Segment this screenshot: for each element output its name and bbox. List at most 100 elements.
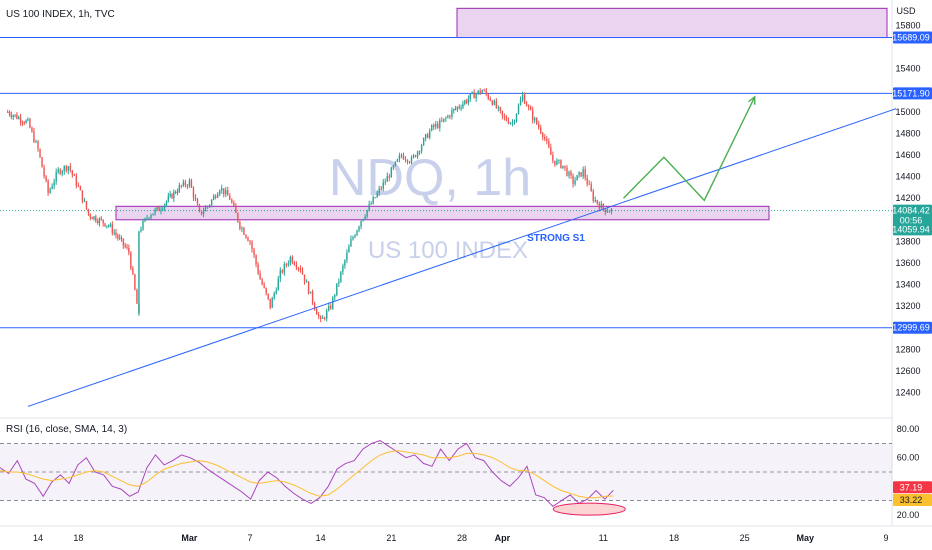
candle-body — [324, 317, 326, 319]
candle-body — [7, 111, 9, 113]
candle-body — [540, 127, 542, 133]
candle-body — [334, 295, 336, 298]
candle-body — [464, 100, 466, 104]
candle-body — [180, 185, 183, 187]
candle-body — [89, 214, 92, 218]
candle-body — [239, 221, 241, 229]
candle-body — [542, 132, 544, 138]
candle-body — [533, 118, 536, 121]
candle-body — [146, 218, 148, 220]
candle-body — [165, 201, 168, 205]
candle-body — [449, 115, 451, 117]
candle-body — [91, 217, 93, 220]
candle-body — [350, 239, 352, 247]
candle-body — [497, 107, 500, 109]
candle-body — [428, 130, 431, 138]
candle-body — [136, 289, 138, 304]
candle-body — [27, 119, 29, 121]
candle-body — [301, 270, 304, 275]
candle-body — [552, 154, 554, 161]
candle-body — [249, 241, 251, 243]
candle-body — [566, 167, 568, 176]
candle-body — [202, 211, 205, 215]
time-tick-label: 11 — [599, 533, 608, 543]
candle-body — [475, 93, 477, 99]
rsi-signal-tag: 33.22 — [900, 495, 923, 505]
candle-body — [311, 291, 314, 303]
candle-body — [275, 290, 277, 294]
strong-s1-label: STRONG S1 — [527, 233, 585, 244]
candle-body — [152, 213, 154, 216]
watermark-symbol: NDQ, 1h — [329, 149, 531, 207]
time-tick-label: Apr — [495, 533, 511, 543]
watermark-name: US 100 INDEX — [368, 237, 528, 264]
candle-body — [75, 175, 78, 186]
price-tick-label: 14200 — [895, 193, 920, 203]
candle-body — [45, 176, 47, 181]
candle-body — [380, 188, 382, 190]
candle-body — [206, 206, 209, 208]
candle-body — [71, 170, 74, 175]
price-axis: 12400 12600 12800 13200 13400 13600 13800 14200… — [892, 21, 932, 520]
candle-body — [281, 270, 284, 273]
candle-body — [291, 256, 294, 263]
levels-layer — [0, 37, 892, 329]
candle-body — [358, 226, 360, 231]
candle-body — [487, 94, 489, 99]
candle-body — [396, 159, 399, 162]
candle-body — [51, 186, 53, 189]
candle-body — [219, 190, 221, 195]
price-tick-label: 15800 — [895, 21, 920, 31]
candle-body — [529, 106, 532, 111]
candle-body — [465, 100, 468, 103]
candle-body — [521, 94, 524, 101]
candle-body — [420, 145, 423, 152]
candle-body — [370, 203, 372, 205]
rsi-series-line — [0, 440, 614, 507]
main-legend: US 100 INDEX, 1h, TVC — [6, 9, 115, 20]
candle-body — [416, 151, 419, 157]
candle-body — [340, 271, 342, 282]
candle-body — [501, 110, 504, 116]
candle-body — [115, 232, 117, 236]
candle-body — [261, 279, 263, 285]
candle-body — [598, 203, 600, 209]
candle-body — [96, 221, 99, 224]
level-price-tag: 15689.09 — [892, 33, 930, 43]
candle-body — [61, 171, 63, 174]
candle-body — [588, 183, 590, 185]
candle-body — [104, 223, 106, 227]
candle-body — [117, 235, 119, 239]
candle-body — [489, 98, 491, 101]
candle-body — [330, 305, 332, 309]
candle-body — [29, 119, 31, 128]
candle-body — [184, 181, 187, 186]
time-tick-label: 25 — [740, 533, 750, 543]
candle-body — [122, 238, 125, 246]
candle-body — [481, 90, 483, 93]
candle-body — [140, 229, 142, 232]
candle-body — [63, 166, 65, 172]
candle-body — [49, 188, 51, 193]
candle-body — [269, 298, 271, 308]
time-tick-label: Mar — [181, 533, 198, 543]
candle-body — [317, 314, 320, 317]
candle-body — [35, 141, 37, 143]
candle-body — [245, 234, 247, 238]
candle-body — [118, 237, 121, 239]
candle-body — [279, 270, 281, 279]
candle-body — [81, 190, 84, 202]
candle-body — [604, 209, 607, 213]
candle-body — [558, 160, 560, 162]
candle-body — [527, 106, 530, 108]
candle-body — [10, 114, 13, 118]
candle-body — [570, 171, 572, 176]
candle-body — [132, 268, 134, 275]
candles-layer — [7, 87, 613, 323]
candle-body — [422, 138, 425, 146]
candle-body — [67, 166, 69, 171]
candle-body — [493, 100, 496, 105]
candle-body — [592, 190, 594, 201]
candle-body — [328, 305, 330, 311]
